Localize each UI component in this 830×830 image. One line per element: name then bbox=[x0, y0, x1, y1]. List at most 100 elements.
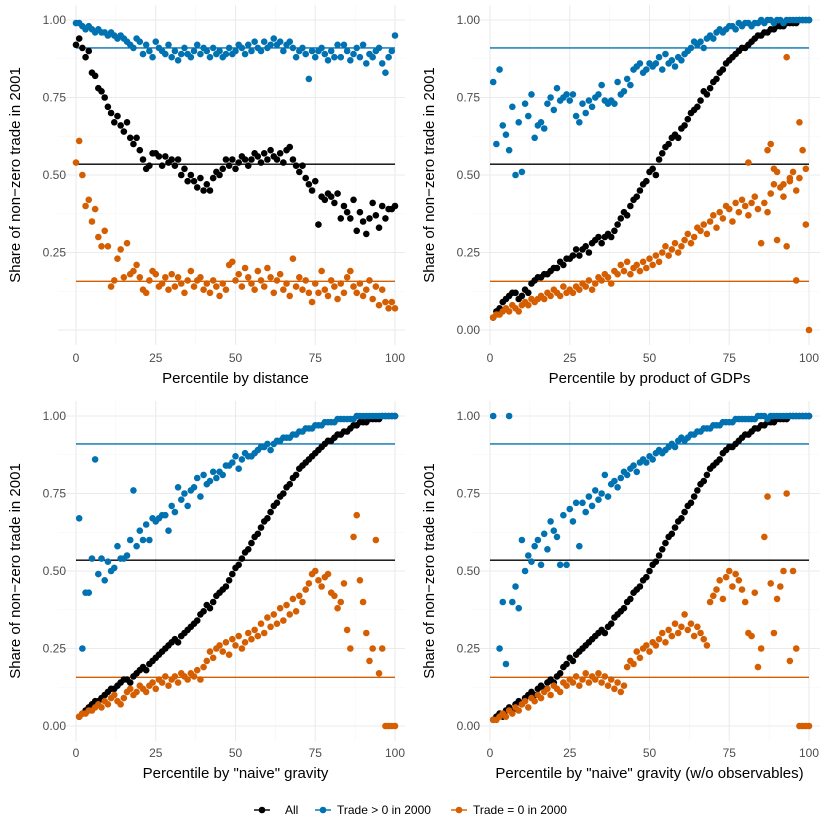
data-point bbox=[550, 527, 558, 534]
data-point bbox=[372, 212, 380, 219]
data-point bbox=[378, 60, 386, 67]
data-point bbox=[579, 499, 586, 507]
data-point bbox=[162, 50, 169, 58]
data-point bbox=[114, 112, 121, 120]
series-trade_zero bbox=[72, 137, 399, 312]
data-point bbox=[296, 168, 303, 176]
x-tick-label: 50 bbox=[643, 351, 657, 365]
data-point bbox=[206, 648, 214, 655]
data-point bbox=[655, 156, 663, 163]
data-point bbox=[595, 233, 602, 241]
data-point bbox=[799, 146, 806, 154]
data-point bbox=[671, 620, 679, 627]
legend: All Trade > 0 in 2000 Trade = 0 in 2000 bbox=[254, 803, 567, 817]
data-point bbox=[85, 47, 93, 55]
data-point bbox=[270, 289, 278, 297]
data-point bbox=[280, 159, 287, 166]
data-point bbox=[232, 277, 239, 284]
data-point bbox=[716, 577, 723, 584]
data-point bbox=[308, 47, 316, 55]
data-point bbox=[327, 47, 335, 55]
data-point bbox=[174, 274, 182, 281]
data-point bbox=[181, 44, 188, 52]
data-point bbox=[524, 301, 532, 309]
y-tick-label: 0.25 bbox=[43, 246, 67, 260]
data-point bbox=[531, 542, 538, 550]
data-point bbox=[385, 305, 392, 312]
data-point bbox=[601, 629, 609, 637]
data-point bbox=[499, 122, 507, 129]
data-point bbox=[601, 673, 609, 680]
data-point bbox=[636, 187, 644, 194]
data-point bbox=[257, 620, 265, 627]
data-point bbox=[636, 267, 644, 275]
data-point bbox=[264, 440, 271, 448]
data-point bbox=[146, 162, 153, 169]
data-point bbox=[91, 72, 99, 80]
data-point bbox=[193, 184, 201, 191]
data-point bbox=[257, 159, 265, 166]
data-point bbox=[219, 648, 227, 655]
data-point bbox=[248, 539, 255, 547]
data-point bbox=[595, 496, 602, 504]
data-point bbox=[582, 283, 589, 290]
data-point bbox=[509, 598, 516, 606]
data-point bbox=[197, 50, 204, 58]
data-point bbox=[184, 676, 191, 683]
y-tick-label: 0.50 bbox=[43, 564, 67, 578]
x-tick-label: 50 bbox=[643, 746, 657, 760]
x-tick-label: 0 bbox=[73, 351, 80, 365]
data-point bbox=[623, 471, 631, 479]
data-point bbox=[687, 239, 695, 247]
data-point bbox=[614, 221, 621, 228]
y-tick-label: 0.25 bbox=[457, 642, 481, 656]
data-point bbox=[197, 676, 204, 683]
data-point bbox=[569, 679, 577, 686]
data-point bbox=[805, 16, 813, 24]
data-point bbox=[710, 212, 717, 219]
data-point bbox=[789, 168, 797, 176]
data-point bbox=[299, 598, 306, 606]
legend-item-all: All bbox=[254, 803, 298, 817]
data-point bbox=[308, 187, 316, 194]
data-point bbox=[165, 41, 172, 49]
x-tick-label: 100 bbox=[385, 746, 405, 760]
data-point bbox=[719, 215, 727, 222]
data-point bbox=[690, 493, 698, 500]
data-point bbox=[244, 629, 252, 637]
data-point bbox=[751, 589, 759, 596]
data-point bbox=[347, 57, 354, 64]
data-point bbox=[238, 645, 246, 652]
data-point bbox=[213, 474, 220, 482]
data-point bbox=[276, 270, 284, 278]
data-point bbox=[75, 35, 83, 42]
data-point bbox=[521, 697, 529, 705]
data-point bbox=[560, 261, 567, 269]
data-point bbox=[681, 236, 688, 244]
data-point bbox=[569, 657, 577, 665]
data-point bbox=[72, 159, 80, 166]
data-point bbox=[627, 595, 634, 603]
x-axis-title: Percentile by "naive" gravity (w/o obser… bbox=[495, 765, 803, 782]
data-point bbox=[524, 704, 532, 711]
data-point bbox=[241, 50, 249, 58]
data-point bbox=[308, 298, 316, 306]
data-point bbox=[110, 564, 118, 572]
data-point bbox=[674, 249, 682, 256]
data-point bbox=[598, 277, 605, 284]
data-point bbox=[607, 233, 615, 241]
data-point bbox=[229, 459, 236, 466]
data-point bbox=[611, 477, 618, 485]
data-point bbox=[126, 536, 134, 544]
data-point bbox=[130, 140, 137, 148]
data-point bbox=[767, 140, 775, 148]
data-point bbox=[171, 283, 179, 290]
data-point bbox=[168, 156, 175, 163]
y-axis-title: Share of non−zero trade in 2001 bbox=[7, 67, 24, 283]
data-point bbox=[334, 190, 341, 197]
data-point bbox=[203, 47, 211, 55]
data-point bbox=[254, 267, 262, 275]
data-point bbox=[334, 295, 341, 303]
data-point bbox=[582, 508, 589, 516]
data-point bbox=[576, 252, 583, 259]
